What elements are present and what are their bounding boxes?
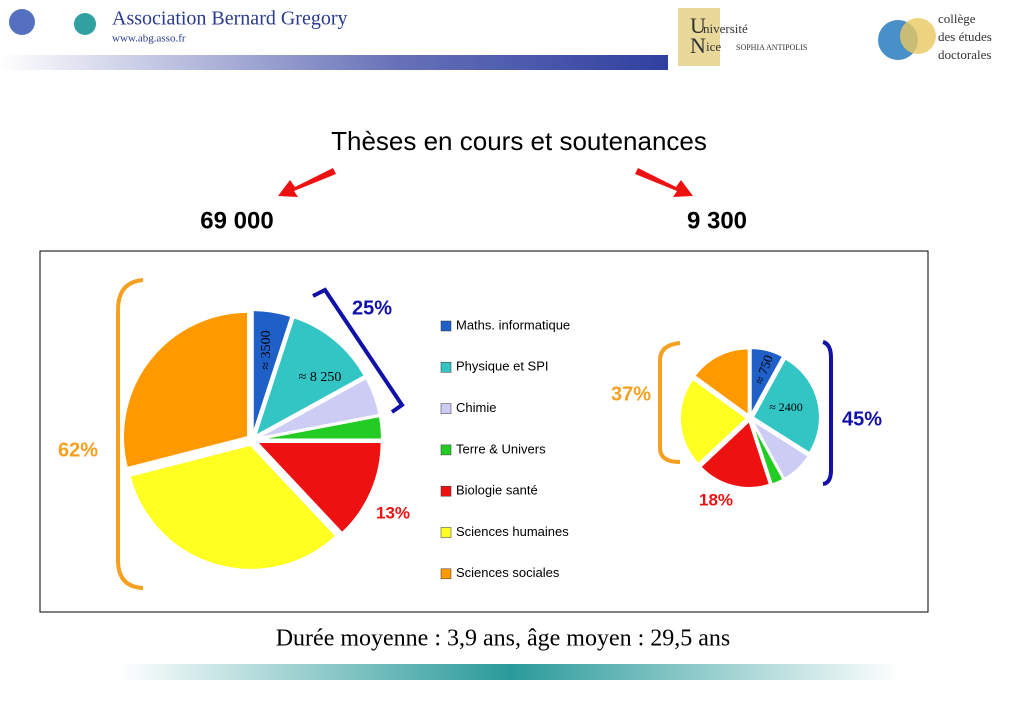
legend-label: Biologie santé xyxy=(456,483,538,498)
annotation: 62% xyxy=(58,439,98,461)
pie-slice xyxy=(679,377,749,466)
uni-text-3: SOPHIA ANTIPOLIS xyxy=(736,43,807,52)
pie-slice xyxy=(253,316,367,439)
annotation: ≈ 2400 xyxy=(769,400,803,414)
legend-swatch xyxy=(440,362,452,373)
legend-swatch xyxy=(440,444,452,456)
pie-slice xyxy=(256,376,381,440)
annotation: 45% xyxy=(842,408,882,430)
legend-swatch xyxy=(440,527,452,538)
org-url: www.abg.asso.fr xyxy=(112,33,186,45)
bracket xyxy=(658,341,681,464)
legend-label: Physique et SPI xyxy=(456,359,549,374)
chart-heading: 69 000 xyxy=(200,207,273,234)
pie-slice xyxy=(698,419,772,489)
uni-logo xyxy=(678,8,720,66)
legend-swatch xyxy=(440,568,452,580)
legend-label: Chimie xyxy=(456,400,496,415)
annotation: 13% xyxy=(376,503,410,522)
college-text-1: collège xyxy=(938,11,976,26)
abg-logo xyxy=(9,9,96,35)
annotation: 37% xyxy=(611,383,651,405)
annotation: 25% xyxy=(352,297,392,319)
annotation: 18% xyxy=(699,490,733,509)
pie-slice xyxy=(122,310,250,470)
legend-label: Terre & Univers xyxy=(456,441,546,456)
uni-text-2: ice xyxy=(706,39,721,54)
arrows xyxy=(278,168,693,197)
legend-swatch xyxy=(440,403,452,414)
bracket xyxy=(116,278,144,590)
pie-slice xyxy=(128,443,338,571)
uni-u: U xyxy=(690,13,706,38)
header-band xyxy=(0,55,668,70)
pie-slice xyxy=(256,414,383,441)
pie-slice xyxy=(254,440,383,535)
legend-label: Maths. informatique xyxy=(456,317,570,332)
annotation: ≈ 3500 xyxy=(259,330,274,369)
legend-swatch xyxy=(440,320,452,332)
pie-slice xyxy=(751,419,811,481)
pie-slice xyxy=(693,347,750,418)
pie-slice xyxy=(750,420,785,486)
college-text-2: des études xyxy=(938,29,992,44)
pie-slice xyxy=(749,347,785,416)
uni-text-1: niversité xyxy=(703,21,748,36)
bracket xyxy=(822,340,833,486)
legend-label: Sciences humaines xyxy=(456,524,569,539)
footer-text: Durée moyenne : 3,9 ans, âge moyen : 29,… xyxy=(276,626,731,652)
pie-slice xyxy=(751,357,821,455)
legend-label: Sciences sociales xyxy=(456,565,560,580)
legend-swatch xyxy=(440,485,452,497)
slide-title: Thèses en cours et soutenances xyxy=(331,126,707,156)
org-name: Association Bernard Gregory xyxy=(112,8,348,30)
pie-slice xyxy=(251,309,293,436)
footer-band xyxy=(120,664,900,680)
college-logo xyxy=(878,18,936,60)
bracket xyxy=(312,287,405,414)
uni-n: N xyxy=(690,33,706,58)
annotation: ≈ 8 250 xyxy=(299,370,342,385)
college-text-3: doctorales xyxy=(938,47,991,62)
chart-heading: 9 300 xyxy=(687,207,747,234)
